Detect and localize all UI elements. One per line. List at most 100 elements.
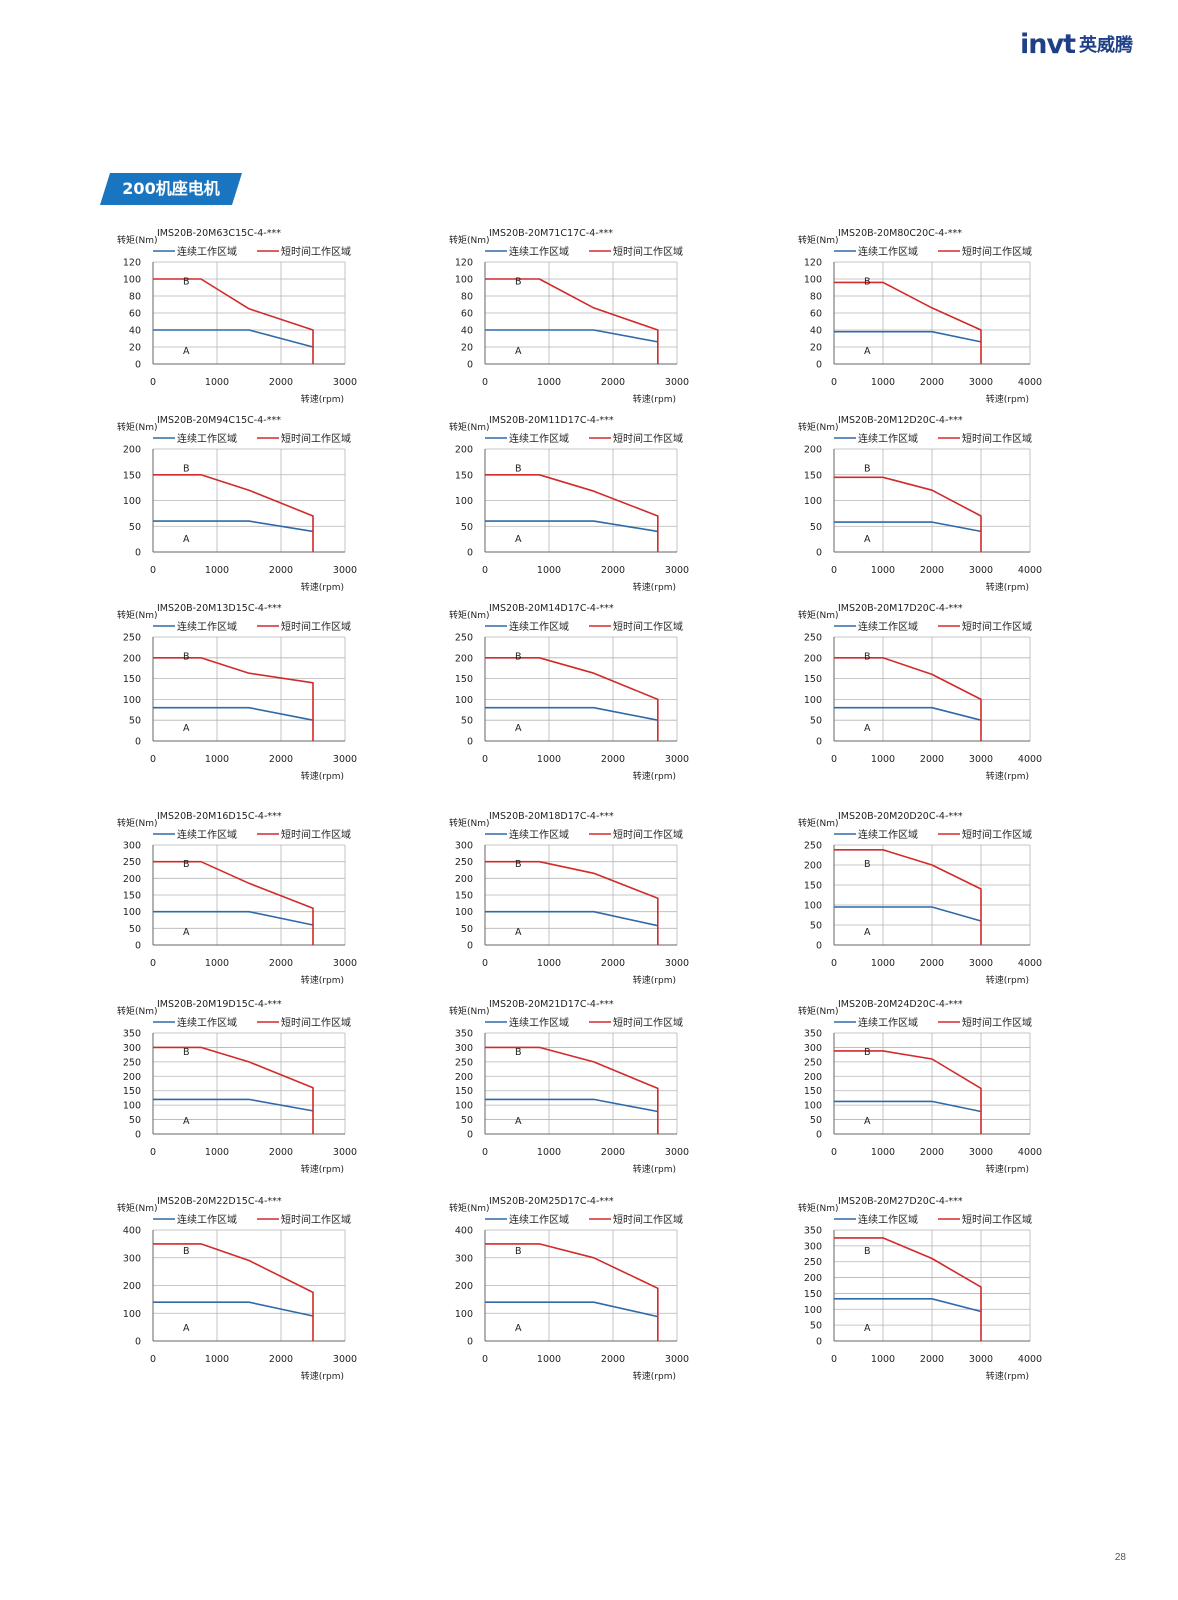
x-tick-label: 3000 bbox=[333, 1354, 357, 1365]
chart-7: 转矩(Nm)IMS20B-20M13D15C-4-*** 连续工作区域 短时间工作区… bbox=[117, 603, 357, 782]
x-tick-label: 0 bbox=[150, 1147, 156, 1158]
y-tick-label: 100 bbox=[455, 275, 473, 286]
series-short-time-line bbox=[485, 860, 659, 945]
series-continuous-line bbox=[153, 706, 314, 721]
x-axis-label: 转速(rpm) bbox=[986, 974, 1029, 986]
legend-continuous-label: 连续工作区域 bbox=[509, 828, 569, 841]
region-b-label: B bbox=[183, 652, 190, 663]
region-b-label: B bbox=[515, 859, 522, 870]
region-a-label: A bbox=[183, 927, 190, 938]
y-tick-label: 150 bbox=[123, 470, 141, 481]
x-tick-label: 2000 bbox=[269, 377, 293, 388]
x-tick-label: 2000 bbox=[601, 1147, 625, 1158]
chart-15: 转矩(Nm)IMS20B-20M24D20C-4-*** 连续工作区域 短时间工作区… bbox=[798, 999, 1042, 1175]
y-tick-label: 150 bbox=[804, 470, 822, 481]
chart-10: 转矩(Nm)IMS20B-20M16D15C-4-*** 连续工作区域 短时间工作区… bbox=[117, 811, 357, 986]
y-tick-label: 250 bbox=[804, 841, 822, 852]
x-tick-label: 1000 bbox=[205, 1354, 229, 1365]
series-short-time-line bbox=[834, 848, 982, 945]
y-tick-label: 50 bbox=[810, 716, 822, 727]
x-axis-label: 转速(rpm) bbox=[633, 974, 676, 986]
legend-continuous-label: 连续工作区域 bbox=[509, 245, 569, 258]
region-a-label: A bbox=[515, 346, 522, 357]
chart-17: 转矩(Nm)IMS20B-20M25D17C-4-*** 连续工作区域 短时间工作区… bbox=[449, 1196, 689, 1382]
x-tick-label: 3000 bbox=[333, 754, 357, 765]
legend-short-label: 短时间工作区域 bbox=[281, 620, 351, 633]
y-tick-label: 80 bbox=[129, 292, 141, 303]
x-tick-label: 3000 bbox=[969, 754, 993, 765]
x-axis-label: 转速(rpm) bbox=[986, 770, 1029, 782]
y-axis-label: 转矩(Nm) bbox=[449, 421, 490, 433]
region-a-label: A bbox=[864, 1323, 871, 1334]
y-tick-label: 300 bbox=[455, 1253, 473, 1264]
x-axis-label: 转速(rpm) bbox=[986, 393, 1029, 405]
y-tick-label: 150 bbox=[455, 470, 473, 481]
legend-continuous-label: 连续工作区域 bbox=[177, 828, 237, 841]
region-b-label: B bbox=[515, 1246, 522, 1257]
chart-14: 转矩(Nm)IMS20B-20M21D17C-4-*** 连续工作区域 短时间工作区… bbox=[449, 999, 689, 1175]
x-tick-label: 2000 bbox=[920, 377, 944, 388]
y-tick-label: 100 bbox=[804, 275, 822, 286]
region-b-label: B bbox=[183, 859, 190, 870]
x-tick-label: 4000 bbox=[1018, 377, 1042, 388]
region-b-label: B bbox=[183, 276, 190, 287]
x-tick-label: 0 bbox=[831, 565, 837, 576]
y-axis-label: 转矩(Nm) bbox=[798, 421, 839, 433]
series-short-time-line bbox=[153, 473, 314, 552]
y-tick-label: 150 bbox=[123, 891, 141, 902]
region-a-label: A bbox=[183, 723, 190, 734]
y-tick-label: 60 bbox=[129, 309, 141, 320]
x-tick-label: 3000 bbox=[969, 377, 993, 388]
legend-continuous-label: 连续工作区域 bbox=[177, 1016, 237, 1029]
section-title: 200机座电机 bbox=[122, 179, 220, 198]
y-tick-label: 0 bbox=[135, 1337, 141, 1348]
legend-short-label: 短时间工作区域 bbox=[281, 828, 351, 841]
region-b-label: B bbox=[864, 1047, 871, 1058]
x-tick-label: 1000 bbox=[537, 377, 561, 388]
x-tick-label: 0 bbox=[150, 1354, 156, 1365]
y-tick-label: 250 bbox=[123, 633, 141, 644]
x-tick-label: 0 bbox=[831, 754, 837, 765]
chart-title: IMS20B-20M25D17C-4-*** bbox=[489, 1196, 614, 1207]
x-tick-label: 2000 bbox=[920, 1147, 944, 1158]
y-tick-label: 100 bbox=[455, 1309, 473, 1320]
region-a-label: A bbox=[183, 1323, 190, 1334]
x-tick-label: 3000 bbox=[969, 1147, 993, 1158]
region-b-label: B bbox=[515, 1047, 522, 1058]
chart-title: IMS20B-20M63C15C-4-*** bbox=[157, 228, 281, 239]
chart-5: 转矩(Nm)IMS20B-20M11D17C-4-*** 连续工作区域 短时间工作区… bbox=[449, 415, 689, 593]
chart-title: IMS20B-20M21D17C-4-*** bbox=[489, 999, 614, 1010]
x-tick-label: 2000 bbox=[269, 565, 293, 576]
x-tick-label: 3000 bbox=[333, 1147, 357, 1158]
region-a-label: A bbox=[864, 346, 871, 357]
x-axis-label: 转速(rpm) bbox=[633, 393, 676, 405]
series-short-time-line bbox=[834, 1237, 982, 1341]
y-tick-label: 150 bbox=[804, 674, 822, 685]
chart-2: 转矩(Nm)IMS20B-20M71C17C-4-*** 连续工作区域 短时间工作区… bbox=[449, 228, 689, 405]
y-axis-label: 转矩(Nm) bbox=[449, 609, 490, 621]
series-continuous-line bbox=[834, 1100, 982, 1113]
series-short-time-line bbox=[153, 1046, 314, 1134]
y-tick-label: 250 bbox=[455, 633, 473, 644]
x-tick-label: 1000 bbox=[205, 754, 229, 765]
series-short-time-line bbox=[834, 1050, 982, 1134]
y-tick-label: 150 bbox=[804, 1289, 822, 1300]
series-continuous-line bbox=[834, 521, 982, 533]
chart-9: 转矩(Nm)IMS20B-20M17D20C-4-*** 连续工作区域 短时间工作区… bbox=[798, 603, 1042, 782]
x-tick-label: 0 bbox=[482, 958, 488, 969]
x-tick-label: 1000 bbox=[871, 565, 895, 576]
x-axis-label: 转速(rpm) bbox=[301, 1370, 344, 1382]
y-tick-label: 0 bbox=[467, 360, 473, 371]
section-tab: 200机座电机 bbox=[100, 173, 242, 205]
x-tick-label: 2000 bbox=[601, 754, 625, 765]
chart-1: 转矩(Nm)IMS20B-20M63C15C-4-*** 连续工作区域 短时间工作区… bbox=[117, 228, 357, 405]
y-tick-label: 250 bbox=[804, 1057, 822, 1068]
y-tick-label: 0 bbox=[467, 1337, 473, 1348]
legend-short-label: 短时间工作区域 bbox=[962, 1016, 1032, 1029]
y-tick-label: 50 bbox=[461, 522, 473, 533]
legend-short-label: 短时间工作区域 bbox=[962, 1213, 1032, 1226]
x-tick-label: 3000 bbox=[665, 377, 689, 388]
region-a-label: A bbox=[515, 1323, 522, 1334]
series-continuous-line bbox=[485, 520, 658, 533]
region-a-label: A bbox=[864, 534, 871, 545]
